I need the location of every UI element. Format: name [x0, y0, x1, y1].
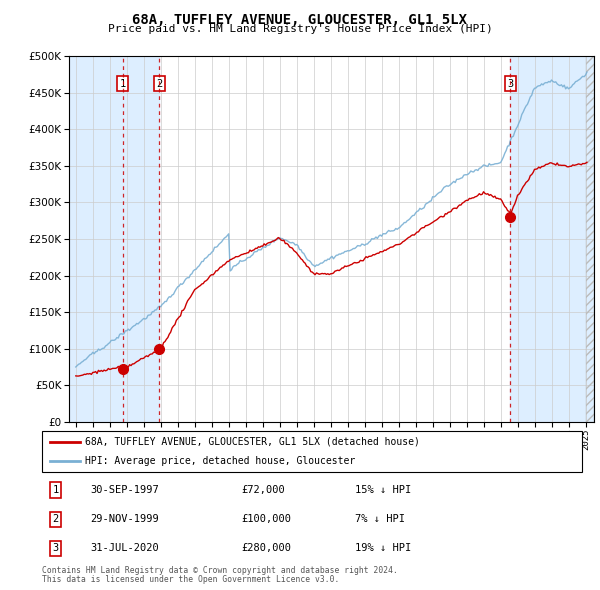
Text: 29-NOV-1999: 29-NOV-1999 — [91, 514, 160, 524]
Text: £280,000: £280,000 — [242, 543, 292, 553]
Text: 2: 2 — [52, 514, 59, 524]
Text: 3: 3 — [52, 543, 59, 553]
Text: 1: 1 — [119, 79, 125, 89]
Bar — [586, 56, 594, 422]
FancyBboxPatch shape — [42, 431, 582, 472]
Text: 7% ↓ HPI: 7% ↓ HPI — [355, 514, 405, 524]
Text: Contains HM Land Registry data © Crown copyright and database right 2024.: Contains HM Land Registry data © Crown c… — [42, 566, 398, 575]
Text: 68A, TUFFLEY AVENUE, GLOUCESTER, GL1 5LX: 68A, TUFFLEY AVENUE, GLOUCESTER, GL1 5LX — [133, 13, 467, 27]
Text: £100,000: £100,000 — [242, 514, 292, 524]
Bar — [122, 56, 160, 422]
Text: £72,000: £72,000 — [242, 485, 286, 495]
Bar — [69, 56, 122, 422]
Text: 31-JUL-2020: 31-JUL-2020 — [91, 543, 160, 553]
Text: 68A, TUFFLEY AVENUE, GLOUCESTER, GL1 5LX (detached house): 68A, TUFFLEY AVENUE, GLOUCESTER, GL1 5LX… — [85, 437, 420, 447]
Text: This data is licensed under the Open Government Licence v3.0.: This data is licensed under the Open Gov… — [42, 575, 340, 584]
Text: 2: 2 — [156, 79, 163, 89]
Text: 3: 3 — [507, 79, 514, 89]
Text: 15% ↓ HPI: 15% ↓ HPI — [355, 485, 412, 495]
Text: HPI: Average price, detached house, Gloucester: HPI: Average price, detached house, Glou… — [85, 456, 355, 466]
Text: 30-SEP-1997: 30-SEP-1997 — [91, 485, 160, 495]
Text: Price paid vs. HM Land Registry's House Price Index (HPI): Price paid vs. HM Land Registry's House … — [107, 24, 493, 34]
Text: 19% ↓ HPI: 19% ↓ HPI — [355, 543, 412, 553]
Bar — [586, 56, 594, 422]
Text: 1: 1 — [52, 485, 59, 495]
Bar — [511, 56, 594, 422]
